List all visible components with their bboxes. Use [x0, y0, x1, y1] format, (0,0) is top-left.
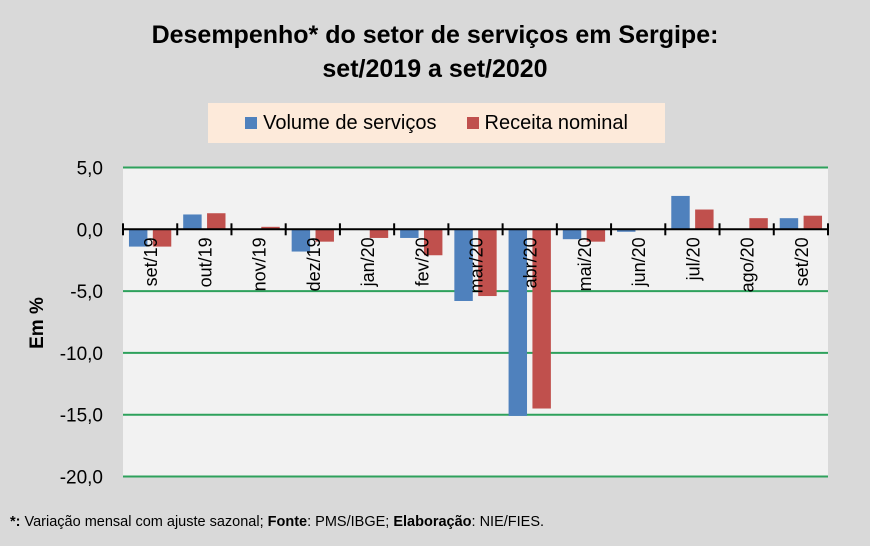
bar-volume	[508, 229, 528, 416]
legend-item-volume: Volume de serviços	[245, 111, 437, 135]
x-tick-label: out/19	[195, 237, 215, 287]
footnote-author-text: : NIE/FIES.	[471, 514, 545, 530]
bar-receita	[586, 229, 606, 242]
bar-receita	[261, 226, 280, 230]
bar-receita	[695, 209, 714, 230]
bar-volume	[671, 195, 690, 230]
bar-receita	[532, 229, 551, 409]
footnote-source-text: : PMS/IBGE;	[307, 514, 394, 530]
bar-volume	[128, 229, 148, 247]
x-tick-label: dez/19	[304, 237, 324, 291]
legend-label-volume: Volume de serviços	[263, 111, 437, 134]
bar-volume	[454, 229, 473, 301]
bar-receita	[803, 215, 823, 230]
bar-receita	[478, 229, 497, 297]
footnote-star-label: *:	[10, 514, 21, 530]
plot-area	[123, 167, 828, 477]
bar-volume	[562, 229, 582, 240]
x-tick-label: nov/19	[250, 237, 270, 291]
legend-label-receita: Receita nominal	[484, 111, 628, 134]
footnote: *: Variação mensal com ajuste sazonal; F…	[10, 514, 544, 530]
x-tick-label: set/20	[792, 237, 812, 286]
x-tick-label: mar/20	[467, 237, 487, 293]
legend-item-receita: Receita nominal	[466, 111, 628, 135]
x-tick-label: jun/20	[629, 237, 649, 287]
bar-receita	[423, 229, 443, 256]
gridlines	[123, 166, 828, 478]
bar-volume	[779, 218, 799, 230]
footnote-author-label: Elaboração	[393, 514, 472, 530]
x-tick-label: ago/20	[738, 237, 758, 292]
bar-volume	[183, 214, 202, 230]
x-tick-label: abr/20	[521, 237, 541, 288]
x-tick-label: set/19	[141, 237, 161, 286]
x-tick-label: fev/20	[412, 237, 432, 286]
legend: Volume de serviços Receita nominal	[208, 103, 665, 143]
bar-volume	[400, 229, 419, 238]
chart-title-line-1: Desempenho* do setor de serviços em Serg…	[151, 21, 719, 49]
y-tick-label: -20,0	[60, 468, 103, 489]
legend-swatch-receita	[466, 117, 479, 129]
bar-volume	[291, 229, 311, 252]
footnote-star-text: Variação mensal com ajuste sazonal;	[20, 514, 268, 530]
bar-receita	[152, 229, 172, 247]
y-tick-label: -10,0	[60, 344, 103, 365]
bar-receita	[369, 229, 389, 238]
chart-title-line-2: set/2019 a set/2020	[322, 55, 548, 83]
bars	[128, 195, 823, 416]
bar-receita	[749, 218, 768, 230]
bar-receita	[315, 229, 334, 242]
y-tick-label: 0,0	[77, 220, 103, 241]
y-tick-label: 5,0	[77, 159, 103, 180]
x-tick-label: mai/20	[575, 237, 595, 291]
y-tick-label: -5,0	[70, 282, 103, 303]
chart-title: Desempenho* do setor de serviços em Serg…	[0, 18, 870, 86]
x-axis	[122, 223, 829, 236]
footnote-source-label: Fonte	[267, 514, 308, 530]
legend-swatch-volume	[245, 117, 258, 129]
bar-receita	[207, 213, 226, 230]
y-axis-label: Em %	[27, 297, 48, 349]
y-axis-ticks: 5,0 0,0 -5,0 -10,0 -15,0 -20,0	[60, 159, 103, 489]
bar-volume	[617, 229, 636, 232]
x-tick-label: jul/20	[683, 237, 703, 281]
x-axis-labels: set/19 out/19 nov/19 dez/19 jan/20 fev/20 mar/…	[141, 237, 812, 293]
y-tick-label: -15,0	[60, 406, 103, 427]
x-tick-label: jan/20	[358, 237, 378, 287]
